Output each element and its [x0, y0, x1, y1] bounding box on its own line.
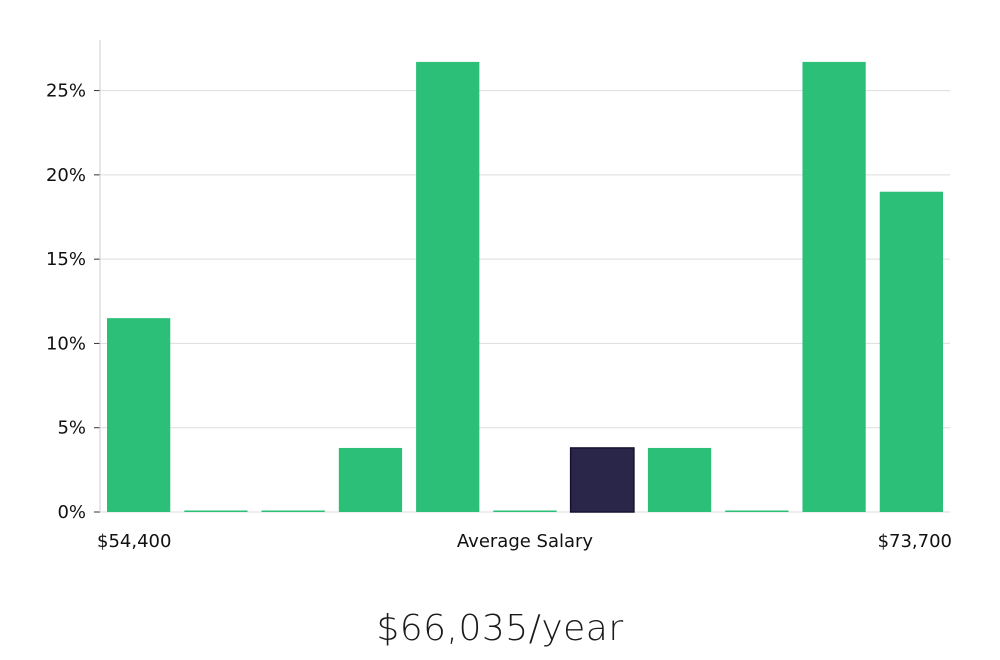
- bar: [802, 61, 866, 513]
- y-tick-label: 5%: [57, 418, 86, 439]
- bar: [725, 510, 789, 512]
- y-tick-label: 0%: [57, 502, 86, 523]
- bar: [493, 510, 557, 512]
- y-tick-label: 15%: [46, 249, 86, 270]
- bar-highlighted: [569, 447, 635, 513]
- bar: [416, 61, 480, 513]
- bar: [338, 447, 403, 512]
- y-tick-label: 10%: [46, 333, 86, 354]
- y-tick-label: 20%: [46, 165, 86, 186]
- bar: [879, 191, 943, 512]
- average-salary-value: $66,035/year: [376, 608, 624, 649]
- bar: [184, 510, 248, 512]
- bars: [107, 61, 943, 513]
- x-max-label: $73,700: [878, 531, 952, 552]
- x-min-label: $54,400: [97, 531, 171, 552]
- y-axis-ticks: 0% 5% 10% 15% 20% 25%: [46, 81, 100, 523]
- bar: [261, 510, 325, 512]
- bar: [107, 318, 171, 512]
- bar: [647, 447, 712, 512]
- x-axis-title: Average Salary: [457, 531, 594, 552]
- y-tick-label: 25%: [46, 81, 86, 102]
- salary-histogram: 0%5%10%15%20%25% $54,400 Average Salary …: [46, 40, 952, 552]
